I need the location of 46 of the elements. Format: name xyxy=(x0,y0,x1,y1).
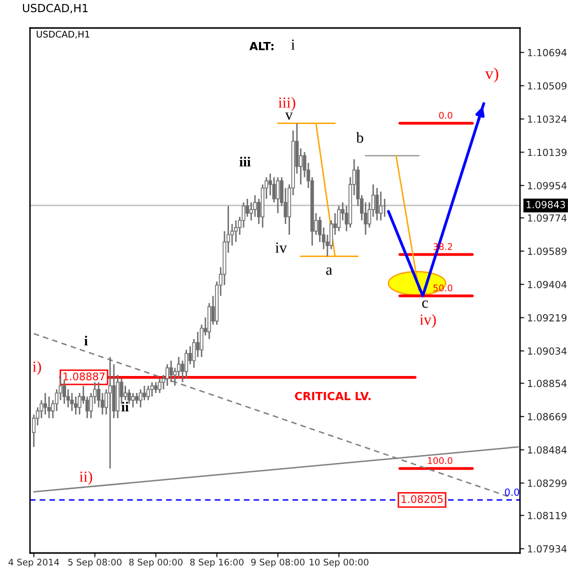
annotation: iv) xyxy=(420,314,436,328)
annotation: iii) xyxy=(278,97,296,111)
y-tick-label: 1.08484 xyxy=(528,446,567,454)
y-tick-label: 1.08669 xyxy=(528,413,566,420)
series-label: 1.08887 xyxy=(64,372,105,380)
ref-line-label: 1.09843 xyxy=(526,200,565,208)
y-tick-label: 1.08299 xyxy=(528,480,566,487)
y-tick-label: 1.08854 xyxy=(528,380,567,388)
x-tick-label: 4 Sep 2014 xyxy=(8,558,60,568)
y-tick-label: 1.10694 xyxy=(528,48,567,56)
annotation: c xyxy=(422,300,428,308)
x-tick-label: 9 Sep 08:00 xyxy=(251,558,305,568)
y-tick-label: 1.07934 xyxy=(528,545,567,553)
series-label: 0.0 xyxy=(439,112,452,119)
ref-line-label: 1.08205 xyxy=(402,495,443,503)
y-tick-label: 1.10324 xyxy=(528,115,567,123)
x-tick-label: 5 Sep 08:00 xyxy=(68,558,122,568)
annotation: 0.0 xyxy=(504,488,520,496)
series-label: 100.0 xyxy=(428,457,452,464)
annotation: v) xyxy=(485,67,498,83)
y-tick-label: 1.09219 xyxy=(528,314,566,322)
annotation: iii xyxy=(240,156,251,166)
y-tick-label: 1.10139 xyxy=(528,148,566,156)
chart-title: USDCAD,H1 xyxy=(22,4,88,14)
y-tick-label: 1.08119 xyxy=(528,512,566,520)
y-tick-label: 1.09774 xyxy=(528,214,567,222)
annotation: a xyxy=(326,268,332,275)
annotation: b xyxy=(356,132,364,143)
y-tick-label: 1.09404 xyxy=(528,280,567,288)
y-tick-label: 1.09954 xyxy=(528,182,567,190)
annotation: USDCAD,H1 xyxy=(36,30,90,39)
annotation: ALT: xyxy=(249,42,274,50)
annotation: CRITICAL LV. xyxy=(294,392,370,400)
annotation: iv xyxy=(275,242,287,253)
annotation: i xyxy=(84,336,88,346)
annotation: i xyxy=(291,40,295,50)
x-tick-label: 8 Sep 16:00 xyxy=(190,558,244,568)
annotation: ii) xyxy=(80,471,92,485)
annotation: i) xyxy=(32,361,41,375)
annotation: v xyxy=(285,112,293,120)
annotation: ii xyxy=(121,402,129,412)
y-tick-label: 1.09034 xyxy=(528,347,567,355)
x-tick-label: 8 Sep 00:00 xyxy=(129,558,182,568)
y-tick-label: 1.10509 xyxy=(528,82,566,90)
x-tick-label: 10 Sep 00:00 xyxy=(310,558,368,568)
y-tick-label: 1.09589 xyxy=(528,248,566,255)
